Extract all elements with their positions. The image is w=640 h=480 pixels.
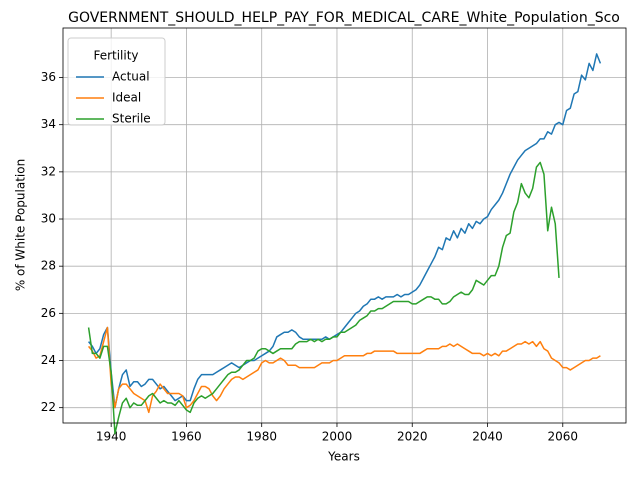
x-tick-label: 1980 [246,430,277,444]
y-tick-label: 30 [41,212,56,226]
x-tick-label: 2000 [322,430,353,444]
y-tick-label: 22 [41,400,56,414]
x-tick-label: 1940 [96,430,127,444]
legend-label: Actual [112,70,150,84]
y-tick-label: 34 [41,117,56,131]
plot-frame [62,27,627,424]
chart-title: GOVERNMENT_SHOULD_HELP_PAY_FOR_MEDICAL_C… [68,10,620,26]
y-axis-label: % of White Population [14,159,28,291]
legend-label: Ideal [112,91,141,105]
line-series [88,53,602,409]
x-tick-label: 2020 [397,430,428,444]
x-tick-label: 1960 [171,430,202,444]
x-tick-label: 2060 [548,430,579,444]
legend-label: Sterile [112,112,151,126]
y-tick-label: 36 [41,70,56,84]
y-tick-label: 28 [41,259,56,273]
y-tick-label: 24 [41,353,56,367]
x-tick-label: 2040 [472,430,503,444]
x-axis-label: Years [327,450,360,464]
legend-title: Fertility [93,49,138,63]
line-series [88,326,601,414]
line-series [87,161,560,435]
y-tick-label: 32 [41,164,56,178]
legend-box [67,37,166,126]
y-tick-label: 26 [41,306,56,320]
